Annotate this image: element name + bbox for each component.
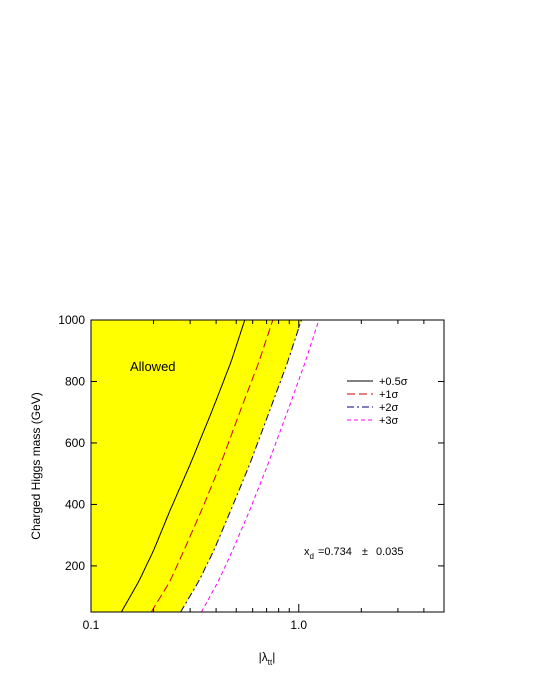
x-axis-label-end: | — [272, 650, 275, 664]
xd-annotation-sub: d — [310, 552, 314, 561]
x-tick-label: 1.0 — [290, 618, 307, 632]
y-tick-label: 400 — [65, 497, 85, 511]
y-tick-label: 1000 — [58, 313, 85, 327]
y-tick-label: 800 — [65, 374, 85, 388]
xd-annotation-value: =0.734 — [318, 546, 352, 558]
y-tick-label: 600 — [65, 436, 85, 450]
xd-annotation-pm: ± — [362, 546, 368, 558]
plot-area: 200 400 600 800 1000 0.1 1.0 — [58, 313, 445, 632]
series-line-3 — [180, 319, 302, 613]
series-line-1 — [120, 319, 246, 613]
xd-annotation: xd =0.734 ±0.035 — [304, 546, 403, 561]
xd-annotation-error: 0.035 — [376, 546, 404, 558]
legend-label-2: +1σ — [379, 389, 399, 401]
plot-frame — [90, 319, 445, 613]
allowed-region — [91, 320, 302, 612]
xd-annotation-x: x — [304, 546, 310, 558]
x-axis-label: |λtt| — [259, 650, 276, 667]
x-axis-label-main: |λ — [259, 650, 268, 664]
series-line-2 — [150, 319, 274, 613]
y-axis-label: Charged Higgs mass (GeV) — [29, 392, 43, 539]
legend-label-3: +2σ — [379, 402, 399, 414]
legend-label-1: +0.5σ — [379, 376, 408, 388]
x-tick-label: 0.1 — [83, 618, 100, 632]
allowed-region-label: Allowed — [130, 359, 176, 374]
x-axis-label-sub: tt — [268, 658, 273, 667]
legend: +0.5σ+1σ+2σ+3σ — [347, 376, 408, 427]
legend-label-4: +3σ — [379, 415, 399, 427]
y-tick-label: 200 — [65, 559, 85, 573]
